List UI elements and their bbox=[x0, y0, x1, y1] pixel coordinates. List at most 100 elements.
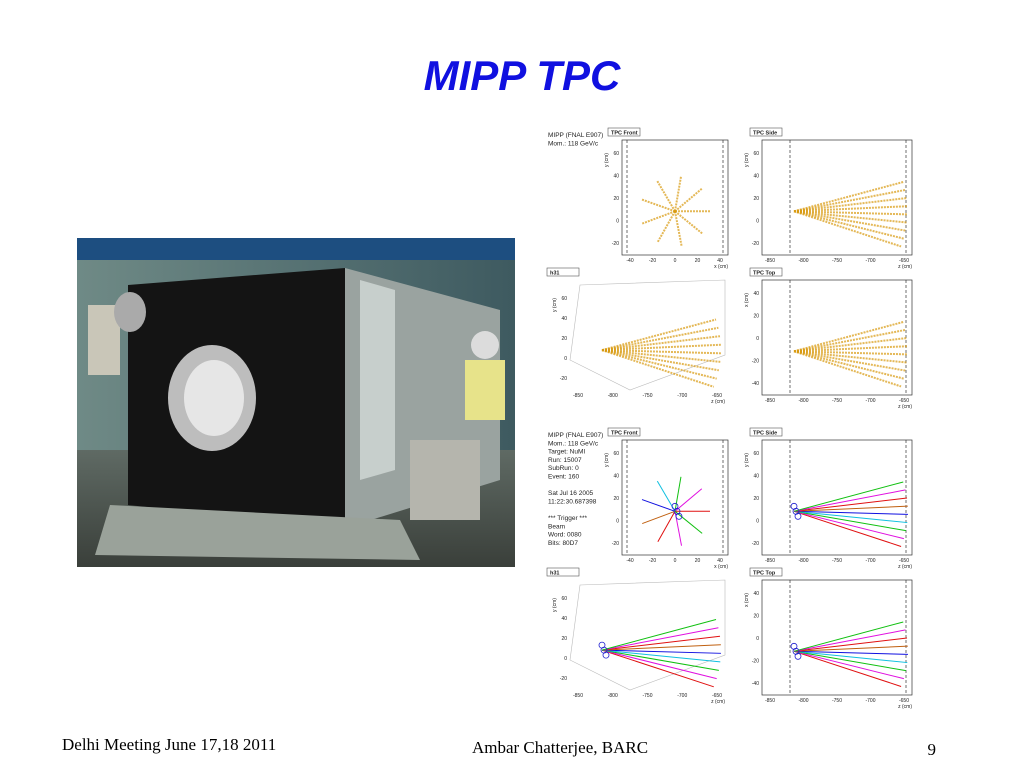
x-tick-label: 0 bbox=[674, 558, 677, 564]
x-tick-label: -750 bbox=[642, 393, 652, 399]
x-tick-label: -700 bbox=[865, 258, 875, 264]
plot-frame bbox=[761, 279, 913, 396]
y-tick-label: 40 bbox=[753, 474, 759, 480]
x-tick-label: -850 bbox=[765, 398, 775, 404]
detector-photo bbox=[77, 238, 515, 567]
panel-title: h31 bbox=[550, 271, 559, 277]
track bbox=[793, 497, 908, 512]
track bbox=[793, 489, 906, 512]
y-tick-label: 0 bbox=[616, 219, 619, 225]
x-tick-label: -650 bbox=[899, 558, 909, 564]
track bbox=[601, 349, 717, 380]
track bbox=[793, 650, 904, 680]
vertex bbox=[675, 512, 683, 520]
plot-frame bbox=[761, 139, 913, 256]
track bbox=[601, 649, 721, 663]
panel-title: TPC Side bbox=[753, 131, 777, 137]
track bbox=[793, 510, 907, 532]
track bbox=[641, 499, 676, 512]
y-tick-label: -40 bbox=[752, 381, 759, 387]
x-axis-label: z (cm) bbox=[898, 704, 912, 710]
track bbox=[601, 349, 721, 355]
x-tick-label: -800 bbox=[798, 558, 808, 564]
info-line: Word: 0080 bbox=[548, 532, 582, 539]
track bbox=[793, 320, 904, 353]
y-tick-label: 60 bbox=[561, 596, 567, 602]
track bbox=[793, 350, 908, 356]
y-tick-label: 0 bbox=[564, 656, 567, 662]
x-tick-label: 0 bbox=[674, 258, 677, 264]
track bbox=[793, 510, 904, 540]
x-tick-label: -20 bbox=[649, 258, 656, 264]
track bbox=[601, 349, 715, 388]
x-tick-label: 40 bbox=[717, 258, 723, 264]
info-line: Sat Jul 16 2005 bbox=[548, 490, 594, 497]
y-axis-label: x (cm) bbox=[744, 593, 750, 607]
x-tick-label: -850 bbox=[765, 558, 775, 564]
x-tick-label: -850 bbox=[573, 693, 583, 699]
track bbox=[793, 481, 904, 512]
x-tick-label: 40 bbox=[717, 558, 723, 564]
y-tick-label: 20 bbox=[753, 314, 759, 320]
y-axis-label: y (cm) bbox=[552, 598, 558, 612]
y-axis-label: y (cm) bbox=[552, 298, 558, 312]
y-axis-label: y (cm) bbox=[604, 153, 610, 167]
x-tick-label: -40 bbox=[626, 558, 633, 564]
info-line: Event: 160 bbox=[548, 474, 579, 481]
track bbox=[793, 210, 908, 216]
track bbox=[793, 510, 908, 524]
info-line: SubRun: 0 bbox=[548, 465, 579, 472]
track bbox=[793, 650, 908, 664]
track bbox=[601, 326, 719, 352]
box-3d bbox=[569, 279, 726, 391]
x-tick-label: 20 bbox=[695, 258, 701, 264]
x-tick-label: -850 bbox=[765, 698, 775, 704]
track bbox=[601, 649, 719, 671]
x-tick-label: -800 bbox=[608, 393, 618, 399]
track bbox=[793, 637, 908, 652]
track bbox=[793, 337, 908, 353]
info-line: Mom.: 118 GeV/c bbox=[548, 140, 599, 147]
footer-center: Ambar Chatterjee, BARC bbox=[472, 738, 648, 757]
track bbox=[793, 350, 908, 364]
track bbox=[642, 510, 676, 525]
y-tick-label: -20 bbox=[560, 376, 567, 382]
track bbox=[601, 627, 719, 651]
track bbox=[793, 210, 905, 240]
panel-title-box bbox=[546, 567, 580, 577]
track bbox=[793, 350, 907, 372]
y-axis-label: y (cm) bbox=[744, 453, 750, 467]
track bbox=[601, 318, 717, 352]
y-tick-label: -40 bbox=[752, 681, 759, 687]
track bbox=[793, 345, 908, 353]
track bbox=[793, 328, 906, 353]
x-axis-label: z (cm) bbox=[898, 404, 912, 410]
x-tick-label: -650 bbox=[899, 258, 909, 264]
y-tick-label: -20 bbox=[612, 541, 619, 547]
box-3d bbox=[569, 579, 726, 691]
x-tick-label: -750 bbox=[832, 398, 842, 404]
track bbox=[793, 505, 908, 512]
y-tick-label: -20 bbox=[752, 659, 759, 665]
track bbox=[793, 205, 908, 213]
y-tick-label: 40 bbox=[753, 591, 759, 597]
y-tick-label: 60 bbox=[753, 151, 759, 157]
slide-title: MIPP TPC bbox=[424, 52, 621, 99]
x-tick-label: -700 bbox=[677, 393, 687, 399]
panel-title: TPC Top bbox=[753, 271, 776, 277]
x-tick-label: -700 bbox=[677, 693, 687, 699]
y-tick-label: 60 bbox=[753, 451, 759, 457]
panel-title: TPC Top bbox=[753, 571, 776, 577]
x-tick-label: -750 bbox=[832, 698, 842, 704]
y-tick-label: -20 bbox=[752, 241, 759, 247]
vertex bbox=[602, 651, 610, 659]
page-number: 9 bbox=[928, 740, 937, 759]
x-tick-label: -20 bbox=[649, 558, 656, 564]
track bbox=[793, 350, 902, 388]
track bbox=[601, 618, 717, 651]
x-axis-label: z (cm) bbox=[898, 264, 912, 270]
plot-frame bbox=[621, 139, 729, 256]
x-tick-label: -650 bbox=[712, 393, 722, 399]
